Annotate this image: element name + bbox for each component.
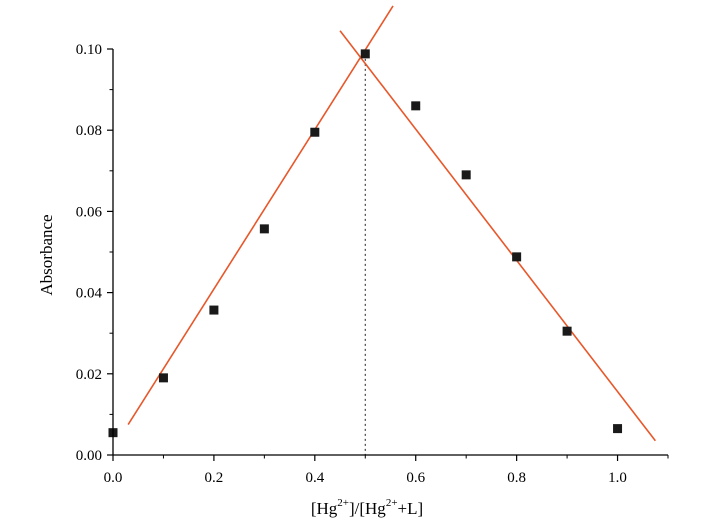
ticks: 0.0 0.2 0.4 0.6 0.8 1.0 0.00 0.02 0.04 0.06 0.08 0.… xyxy=(76,42,669,486)
x-axis-title-superscript: 2+ xyxy=(386,497,398,509)
data-point xyxy=(461,170,471,180)
x-tick-label: 1.0 xyxy=(608,470,627,486)
fit-line xyxy=(127,5,394,425)
x-axis-title-superscript: 2+ xyxy=(337,497,349,509)
data-point xyxy=(259,224,269,234)
x-axis-title-part: [Hg xyxy=(311,499,338,518)
data-point xyxy=(411,101,421,111)
data-point xyxy=(310,127,320,137)
y-tick-label: 0.00 xyxy=(76,448,102,464)
x-axis-title: [Hg2+]/[Hg2++L] xyxy=(311,497,423,518)
data-point xyxy=(562,326,572,336)
x-tick-label: 0.6 xyxy=(406,470,425,486)
x-tick-label: 0.4 xyxy=(305,470,324,486)
y-tick-label: 0.06 xyxy=(76,204,103,220)
plot-area xyxy=(108,5,657,455)
y-tick-label: 0.10 xyxy=(76,42,102,58)
x-axis-title-part: ]/[Hg xyxy=(349,499,386,518)
y-axis-title: Absorbance xyxy=(37,214,56,295)
y-tick-label: 0.02 xyxy=(76,367,102,383)
fit-line xyxy=(339,30,657,442)
data-point xyxy=(209,305,219,315)
data-point xyxy=(360,49,370,59)
data-point xyxy=(512,252,522,262)
data-point xyxy=(158,373,168,383)
x-tick-label: 0.2 xyxy=(205,470,224,486)
x-tick-label: 0.8 xyxy=(507,470,526,486)
x-axis-title-part: +L] xyxy=(398,499,424,518)
x-tick-label: 0.0 xyxy=(104,470,123,486)
y-tick-label: 0.04 xyxy=(76,286,103,302)
y-tick-label: 0.08 xyxy=(76,123,102,139)
axes xyxy=(112,49,668,456)
data-point xyxy=(613,424,623,434)
